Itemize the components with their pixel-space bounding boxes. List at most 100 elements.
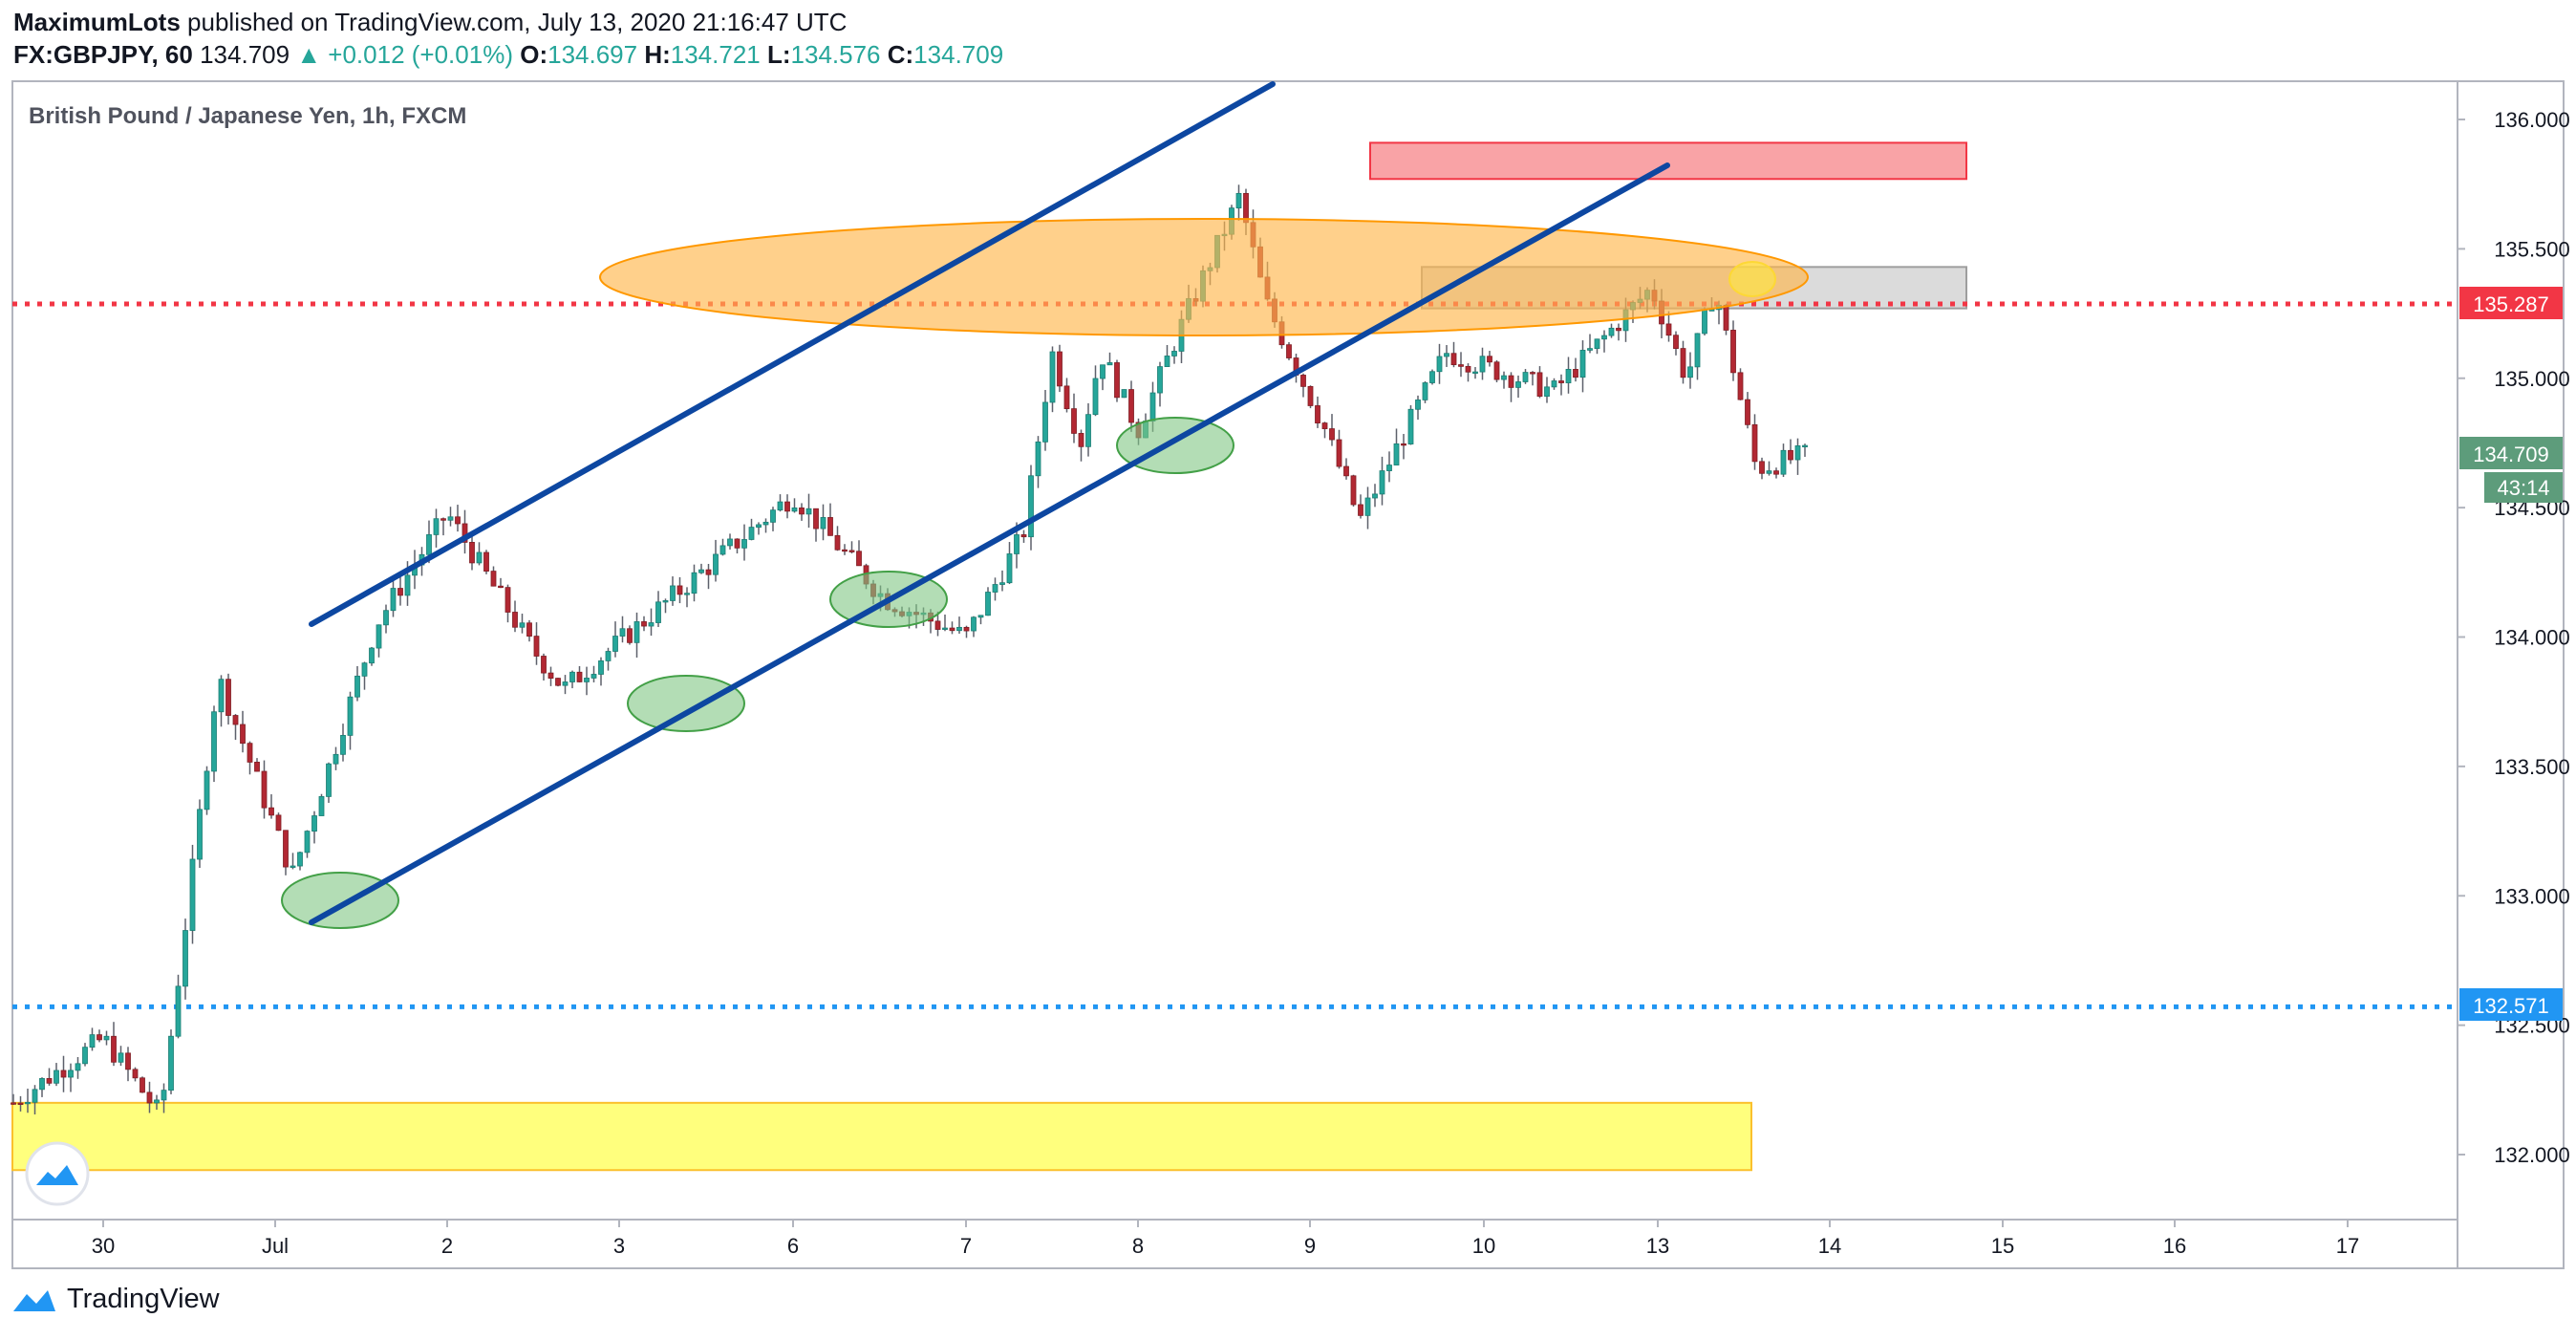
candle <box>805 493 812 529</box>
candle <box>770 507 776 531</box>
candle-body-up <box>1444 353 1449 357</box>
candle <box>347 691 354 750</box>
candle-body-up <box>1171 351 1177 357</box>
candle-body-up <box>175 985 182 1037</box>
candle-body-down <box>17 1102 24 1105</box>
candle <box>290 853 296 870</box>
channel-upper-line[interactable] <box>309 81 1276 627</box>
candle-body-down <box>576 671 583 682</box>
candle <box>598 657 604 686</box>
candle-body-up <box>1579 350 1586 378</box>
candle <box>1501 371 1507 389</box>
candle <box>1393 428 1400 465</box>
channel-touch-1[interactable] <box>281 872 399 929</box>
candle-body-up <box>1042 401 1048 443</box>
candle-body-up <box>1149 392 1156 421</box>
x-tick-label: 9 <box>1304 1234 1316 1258</box>
publish-info: MaximumLots published on TradingView.com… <box>13 8 847 37</box>
candle-body-down <box>834 534 841 551</box>
candle-body-down <box>455 516 461 525</box>
candle-body-up <box>1479 356 1486 373</box>
candle <box>354 665 360 702</box>
candle-body-up <box>218 679 225 713</box>
candle-body-down <box>1751 423 1758 463</box>
demand-zone[interactable] <box>11 1101 1752 1172</box>
candle <box>1665 311 1672 342</box>
candle-body-down <box>705 569 712 575</box>
candle <box>218 675 225 727</box>
candle <box>963 625 970 638</box>
candle-body-up <box>1522 372 1529 382</box>
candle <box>619 616 626 643</box>
candle-body-up <box>1422 382 1428 400</box>
candle <box>1487 351 1492 367</box>
candle-body-down <box>1350 475 1357 506</box>
published-text: published on TradingView.com, July 13, 2… <box>187 8 848 36</box>
candle-body-up <box>182 930 188 987</box>
candle <box>576 665 583 682</box>
candle-body-down <box>1508 375 1514 388</box>
candle-body-up <box>719 545 726 555</box>
tv-cloud-icon <box>36 1165 78 1185</box>
candle-body-up <box>748 527 755 540</box>
channel-lower-line[interactable] <box>309 162 1670 925</box>
x-tick-label: 16 <box>2163 1234 2186 1258</box>
candle <box>942 615 948 632</box>
supply-zone[interactable] <box>1369 141 1967 181</box>
candle-body-down <box>1078 433 1084 447</box>
candle-body-down <box>848 550 855 552</box>
candle-body-down <box>512 612 518 628</box>
resistance-ellipse[interactable] <box>599 218 1809 336</box>
candle <box>1694 333 1701 380</box>
candle-body-up <box>999 582 1005 585</box>
candle <box>304 830 311 858</box>
candle <box>11 1093 16 1105</box>
candle <box>1522 369 1529 384</box>
candle-body-up <box>1608 327 1615 336</box>
candle <box>1723 303 1729 335</box>
candle <box>820 504 826 541</box>
candle-body-up <box>770 509 776 523</box>
candle <box>655 591 661 628</box>
candle-body-up <box>1544 386 1550 397</box>
publisher-name[interactable]: MaximumLots <box>13 8 181 36</box>
last-price-tag[interactable]: 134.709 43:14 <box>2459 437 2563 503</box>
candle <box>541 653 547 681</box>
candle <box>848 541 855 554</box>
candle-body-down <box>261 770 268 809</box>
channel-touch-2[interactable] <box>627 675 745 732</box>
candle-body-down <box>1665 323 1672 336</box>
top-touch-marker[interactable] <box>1728 261 1776 297</box>
candle-body-up <box>956 626 962 632</box>
candle <box>232 714 239 741</box>
candle-body-up <box>569 671 575 682</box>
candle-body-down <box>949 627 955 632</box>
candle-body-up <box>1407 408 1414 444</box>
candle-body-down <box>111 1035 117 1063</box>
candle <box>111 1022 117 1067</box>
tradingview-watermark[interactable] <box>25 1141 90 1206</box>
candle-body-down <box>1773 470 1779 475</box>
candle-body-up <box>985 592 991 616</box>
candle-body-up <box>1100 364 1106 379</box>
candle <box>999 570 1005 592</box>
candle-body-up <box>304 831 311 854</box>
resistance-price-tag[interactable]: 135.287 <box>2459 287 2563 319</box>
candle-body-up <box>691 572 698 594</box>
candle-body-up <box>68 1070 74 1078</box>
candle-body-down <box>1465 365 1471 373</box>
candle-body-up <box>713 553 719 575</box>
footer-brand[interactable]: TradingView <box>67 1284 220 1314</box>
candle-body-up <box>619 628 626 637</box>
support-price-tag[interactable]: 132.571 <box>2459 988 2563 1021</box>
high-value: 134.721 <box>670 40 761 69</box>
candle <box>791 498 798 513</box>
candle-body-down <box>1788 449 1793 461</box>
candle <box>440 517 446 536</box>
candle-body-up <box>89 1034 96 1048</box>
candle-body-down <box>533 636 540 657</box>
candle-body-up <box>333 753 339 765</box>
candle <box>376 624 382 658</box>
candle-body-up <box>32 1089 38 1103</box>
